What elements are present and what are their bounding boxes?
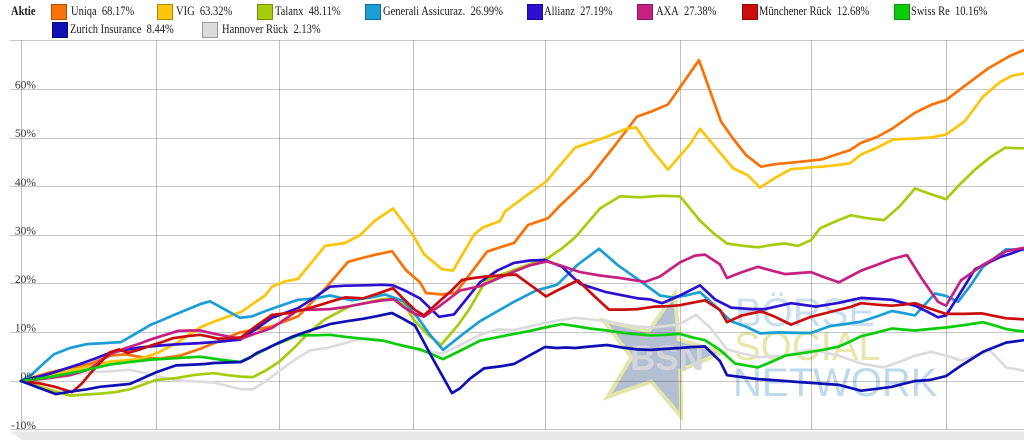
svg-text:60%: 60%	[15, 80, 37, 92]
svg-text:0%: 0%	[21, 371, 37, 383]
svg-text:30%: 30%	[15, 225, 37, 237]
svg-text:40%: 40%	[15, 177, 37, 189]
svg-text:50%: 50%	[15, 128, 37, 140]
svg-text:20%: 20%	[15, 274, 37, 286]
svg-text:BSN: BSN	[630, 339, 704, 378]
svg-text:-10%: -10%	[11, 420, 36, 432]
svg-text:10%: 10%	[15, 323, 37, 335]
